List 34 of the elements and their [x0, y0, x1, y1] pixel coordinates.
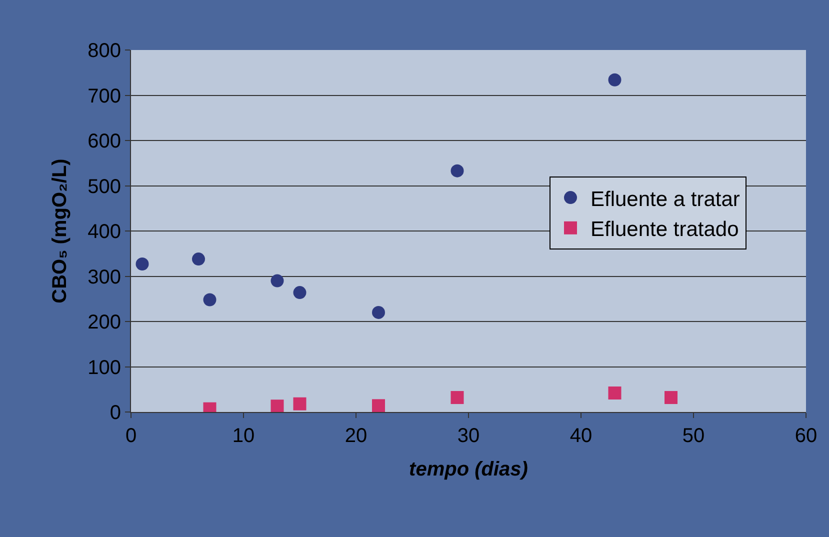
x-tick-label: 20 — [344, 425, 368, 447]
point — [608, 386, 622, 400]
point — [270, 274, 284, 288]
point — [664, 391, 678, 404]
y-tick-label: 300 — [88, 266, 121, 288]
y-tick-label: 400 — [88, 221, 121, 243]
point — [293, 286, 306, 300]
x-tick-label: 30 — [457, 425, 480, 447]
point — [293, 397, 306, 410]
y-tick-label: 0 — [110, 402, 121, 424]
x-tick-label: 10 — [232, 425, 255, 447]
x-axis-title: tempo (dias) — [409, 458, 528, 480]
y-tick-label: 500 — [88, 176, 121, 198]
y-tick-label: 100 — [88, 356, 121, 379]
point — [608, 73, 622, 86]
point — [136, 258, 149, 271]
y-axis-title: CBO₅ (mgO₂/L) — [49, 158, 72, 304]
x-tick-label: 0 — [125, 425, 137, 447]
point — [372, 306, 385, 319]
x-tick-label: 60 — [794, 425, 818, 447]
x-tick-label: 40 — [570, 425, 592, 447]
y-tick-label: 600 — [88, 130, 121, 152]
point — [450, 391, 464, 404]
point — [203, 293, 216, 306]
point — [192, 252, 205, 266]
point — [270, 400, 284, 412]
y-tick-label: 800 — [88, 40, 121, 62]
y-tick-label: 700 — [88, 85, 121, 108]
legend-label: Efluente tratado — [590, 218, 739, 242]
point — [450, 164, 464, 178]
legend-label: Efluente a tratar — [590, 188, 740, 211]
y-tick-label: 200 — [88, 312, 121, 334]
x-tick-label: 50 — [682, 425, 705, 447]
point — [372, 399, 385, 412]
